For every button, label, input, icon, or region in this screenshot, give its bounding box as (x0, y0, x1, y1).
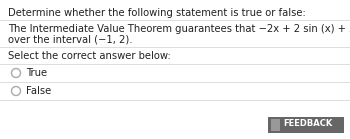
FancyBboxPatch shape (268, 117, 344, 133)
Text: Select the correct answer below:: Select the correct answer below: (8, 51, 171, 61)
Text: FEEDBACK: FEEDBACK (283, 119, 332, 128)
FancyBboxPatch shape (271, 119, 280, 131)
Text: The Intermediate Value Theorem guarantees that −2x + 2 sin (x) + 2 cos (x) = 2 h: The Intermediate Value Theorem guarantee… (8, 24, 350, 34)
Text: Determine whether the following statement is true or false:: Determine whether the following statemen… (8, 8, 306, 18)
Text: False: False (26, 86, 51, 96)
Text: over the interval (−1, 2).: over the interval (−1, 2). (8, 35, 133, 45)
Text: True: True (26, 68, 47, 78)
